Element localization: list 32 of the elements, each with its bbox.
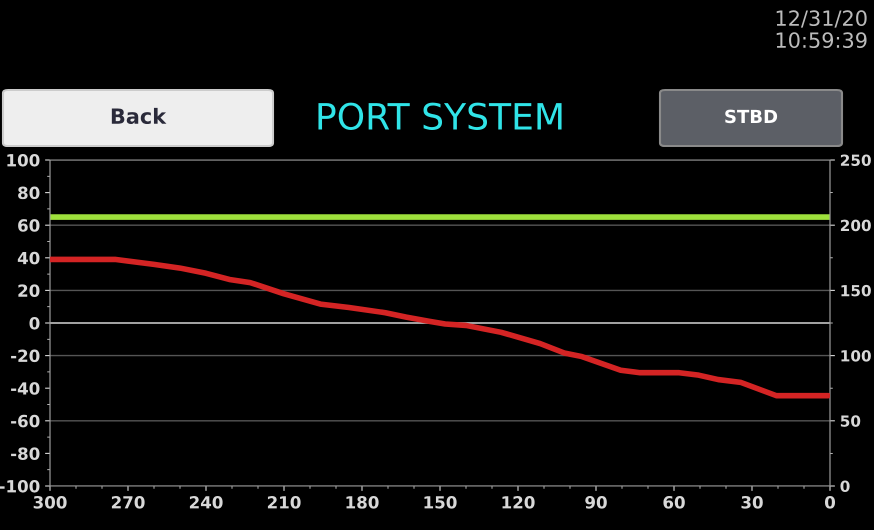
y-tick-label: -80 (11, 447, 40, 460)
y2-tick-label: 150 (841, 284, 871, 296)
text: 12/31/20 (776, 10, 867, 28)
y-tick-label: 100 (7, 154, 40, 167)
x-tick-label: 300 (34, 496, 67, 509)
y-tick-label: -40 (11, 382, 40, 395)
chart-title: PORT SYSTEM (318, 102, 562, 130)
x-tick-label: 150 (424, 496, 457, 509)
y-tick-label: 20 (18, 284, 40, 297)
y2-tick-label: 0 (840, 480, 850, 492)
x-tick-label: 270 (112, 496, 145, 509)
y2-tick-label: 250 (840, 154, 871, 166)
y-tick-label: 80 (18, 186, 40, 200)
x-tick-label: 30 (742, 496, 763, 509)
x-tick-label: 240 (190, 496, 223, 509)
y-tick-label: 60 (18, 219, 40, 232)
y-tick-label: -20 (11, 350, 40, 362)
x-tick-label: 0 (825, 496, 835, 509)
text: Back (112, 108, 166, 124)
y2-tick-label: 100 (841, 350, 871, 362)
x-tick-label: 210 (268, 496, 301, 509)
y2-tick-label: 200 (840, 220, 871, 232)
y-tick-label: -60 (11, 414, 40, 428)
x-tick-label: 90 (585, 496, 607, 509)
y-tick-label: 0 (29, 316, 40, 330)
y2-tick-label: 50 (840, 415, 860, 427)
x-tick-label: 120 (502, 496, 535, 509)
x-tick-label: 60 (663, 496, 685, 509)
text: STBD (725, 110, 778, 124)
x-tick-label: 180 (346, 496, 379, 509)
y-tick-label: 40 (18, 252, 40, 264)
text: 10:59:39 (776, 32, 867, 48)
